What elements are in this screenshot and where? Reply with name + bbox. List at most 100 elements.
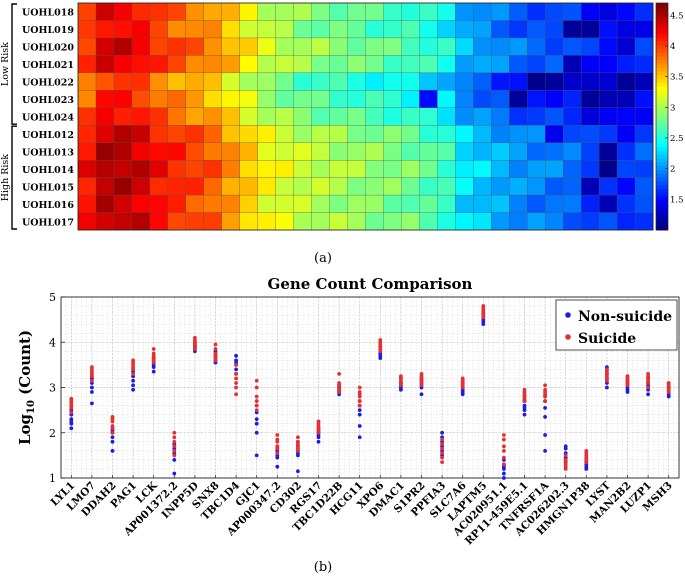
heatmap-cell [455,159,474,179]
heatmap-cell [383,212,402,231]
heatmap-cell [77,107,97,126]
heatmap-cell [562,37,582,56]
heatmap-cell [257,107,277,126]
heatmap-cell [221,90,241,109]
heatmap-cell [419,177,438,196]
heatmap-cell [221,142,241,161]
point-suicide [481,304,486,308]
point-suicide [234,372,239,376]
heatmap-cell [455,212,474,231]
heatmap-cell [257,125,277,144]
point-non-suicide [234,367,239,372]
heatmap-cell [616,159,636,179]
heatmap-cell [580,37,600,56]
point-suicide [254,403,259,408]
point-suicide [296,435,300,440]
heatmap-cell [437,177,456,196]
heatmap-cell [634,194,654,214]
heatmap-cell [545,55,564,74]
heatmap-cell [167,90,187,109]
colorbar-segment [656,52,668,57]
point-non-suicide [110,435,115,440]
heatmap-cell [634,90,654,109]
plot-frame [60,296,680,479]
heatmap-cell [275,37,295,56]
heatmap-cell [257,212,277,231]
colorbar-segment [656,6,668,12]
heatmap-cell [616,55,636,74]
heatmap-cell [149,107,169,126]
heatmap-cell [257,2,277,21]
point-suicide [131,358,136,363]
heatmap-cell [203,212,223,231]
heatmap-cell [473,2,492,21]
legend: Non-suicide Suicide [555,299,678,351]
heatmap-cell [329,177,349,196]
heatmap-cell [329,159,349,179]
heatmap-cell [311,177,331,196]
heatmap-cell [437,107,456,126]
row-label: UOHL019 [22,25,74,36]
colorbar-segment [656,63,668,68]
heatmap-cell [401,125,420,144]
heatmap-cell [365,159,384,179]
heatmap-cell [562,107,582,126]
heatmap-cell [616,142,636,161]
heatmap-cell [473,212,492,231]
heatmap-cell [545,159,564,179]
heatmap-cell [257,72,277,91]
heatmap-cell [239,212,259,231]
heatmap-cell [491,107,510,126]
heatmap-cell [185,90,205,109]
heatmap-cell [580,177,600,196]
heatmap-cell [580,125,600,144]
heatmap-cell [473,159,492,179]
heatmap-cell [562,177,582,196]
heatmap-cell [562,55,582,74]
heatmap-cell [221,177,241,196]
heatmap-cell [311,72,331,91]
point-suicide [584,448,589,453]
colorbar-segment [656,74,668,80]
point-suicide [502,433,506,437]
heatmap-cell [185,107,205,126]
point-suicide [543,387,547,392]
heatmap-cell [509,177,528,196]
heatmap-cell [185,125,205,144]
point-non-suicide [316,439,321,444]
heatmap-cell [401,37,420,56]
heatmap-cell [580,90,600,109]
heatmap-cell [311,159,331,179]
heatmap-cell [149,72,169,91]
point-suicide [254,385,259,390]
colorbar-segment [656,101,668,106]
heatmap-cell [185,142,205,161]
heatmap-cell [293,2,313,21]
heatmap-cell [293,125,313,144]
point-non-suicide [69,426,74,431]
heatmap-cell [347,20,366,39]
colorbar-segment [656,10,668,15]
point-suicide [254,394,259,399]
heatmap-cell [311,142,331,161]
heatmap-cell [580,142,600,161]
heatmap-cell [383,107,402,126]
heatmap-cell [455,107,474,126]
heatmap-cell [167,37,187,56]
heatmap-cell [95,212,115,231]
heatmap-cell [365,194,384,214]
colorbar-segment [656,199,668,205]
point-non-suicide [254,421,259,426]
colorbar-segment [656,59,668,65]
heatmap-cell [598,159,618,179]
point-suicide [378,338,383,342]
heatmap-cell [275,194,295,214]
heatmap-cell [149,212,169,231]
heatmap-cell [634,37,654,56]
heatmap-cell [221,72,241,91]
heatmap-cell [562,159,582,179]
heatmap-cell [598,194,618,214]
heatmap-cell [257,177,277,196]
heatmap-cell [239,177,259,196]
heatmap-cell [634,142,654,161]
